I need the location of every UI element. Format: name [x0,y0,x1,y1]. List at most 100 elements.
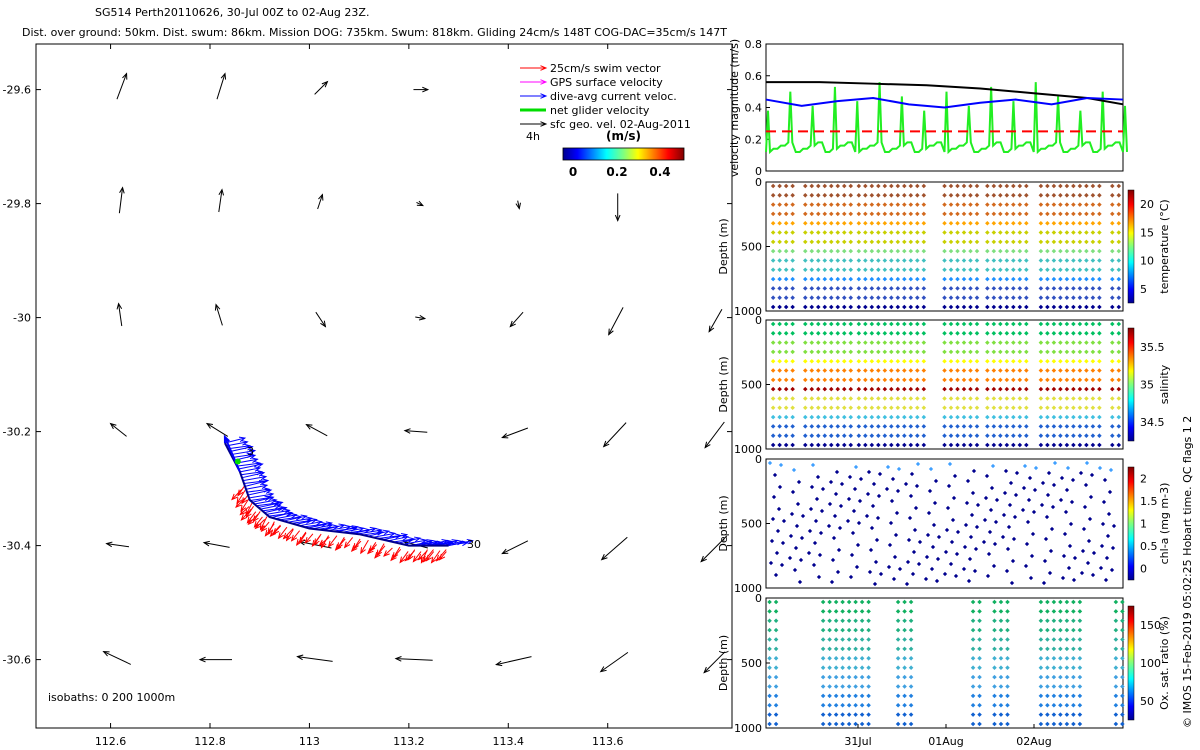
legend-item: sfc geo. vel. 02-Aug-2011 [520,118,691,131]
geo-velocity-arrow [599,651,629,673]
net-velocity-marker [234,458,241,465]
current-vector [226,440,249,447]
swim-vector [259,516,268,531]
geo-velocity-arrow [708,308,723,333]
geo-velocity-arrow [602,422,627,448]
current-vector [403,538,428,545]
swim-vector [236,490,246,505]
velocity-axis-ticks: 0 0.2 0.4 0.6 0.8 [745,38,770,178]
swim-vector [231,489,242,501]
geo-velocity-arrow [608,307,624,336]
legend-item: GPS surface velocity [520,76,663,89]
svg-text:25cm/s swim vector: 25cm/s swim vector [550,62,661,75]
profile-panel: 0 500 1000 Depth (m) 0 0.5 1 1.5 2 chl-a (mg m-3) [717,453,1171,595]
profile-panel-frame [765,597,1124,729]
geo-velocity-arrow [116,72,128,100]
net-velocity-line [765,82,1128,155]
current-vector [322,523,346,531]
geo-velocity-arrow [515,200,521,210]
velocity-y-tick-label: 0.8 [745,38,763,51]
swim-vector [383,547,393,557]
current-vector [238,462,264,470]
geo-velocity-arrow [315,311,327,328]
colorbar-tick-label: 5 [1140,283,1147,296]
swim-vector [399,551,409,564]
geo-velocity-arrow [317,193,324,210]
profile-colorbar [1127,327,1135,442]
depth-tick-label: 1000 [734,443,762,456]
colorbar-tick-label: 0 [1140,563,1147,576]
map-y-tick-label: -30.4 [3,540,31,553]
legend-interval: 4h [526,130,540,143]
svg-text:GPS surface velocity: GPS surface velocity [550,76,663,89]
legend-item: dive-avg current veloc. [520,90,677,103]
swim-vector [327,535,338,548]
profile-panel: 0 500 1000 Depth (m) 34.5 35 35.5 salinity [717,314,1171,456]
colorbar-tick: 0 [569,165,577,179]
geo-velocity-arrow [704,421,725,449]
geo-velocity-arrow [509,311,524,328]
geo-velocity-arrow [501,540,529,555]
current-vector [283,514,308,522]
velocity-y-tick-label: 0.4 [745,102,763,115]
colorbar-tick-label: 35.5 [1140,341,1165,354]
current-vector [230,448,257,456]
time-axis: 31Jul 01Aug 02Aug [844,724,1052,748]
velocity-series-line [766,81,1124,106]
profile-colorbar [1127,466,1135,581]
colorbar-tick-label: 10 [1140,255,1154,268]
geo-velocity-arrow [198,656,232,663]
colorbar-units: (m/s) [606,129,641,143]
current-vector [362,530,385,536]
depth-tick-label: 0 [755,176,762,189]
geo-velocity-arrow [501,427,529,439]
map-y-tick-label: -29.6 [3,84,31,97]
swim-vector [285,529,294,542]
depth-axis-label: Depth (m) [717,495,730,551]
colorbar-tick: 0.2 [606,165,627,179]
swim-vector [269,524,281,538]
swim-vector [235,497,246,509]
colorbar-label: temperature (°C) [1158,199,1171,293]
profile-panel-frame [765,319,1124,450]
swim-vector [350,540,362,552]
colorbar-tick: 0.4 [649,165,670,179]
geo-velocity-arrow [314,80,329,95]
current-vector [252,495,275,503]
time-tick-label: 02Aug [1016,735,1051,748]
geo-velocity-arrow [305,423,328,437]
swim-vector [435,549,447,562]
current-vector [275,513,298,520]
geo-velocity-arrow [614,193,621,222]
swim-vector [343,537,354,549]
current-vector [312,523,334,530]
geo-velocity-arrow [600,536,628,561]
swim-vector [412,551,422,563]
depth-axis-label: Depth (m) [717,218,730,274]
map-x-tick-label: 113.6 [592,735,624,748]
map-y-tick-label: -30 [13,312,31,325]
swim-vector [320,535,330,549]
map-x-tick-label: 113.4 [493,735,525,748]
swim-vector [264,523,275,537]
depth-axis-label: Depth (m) [717,635,730,691]
profile-colorbar [1127,605,1135,721]
current-vector [372,531,397,538]
colorbar-tick-label: 0.5 [1140,540,1158,553]
colorbar-tick-label: 15 [1140,226,1154,239]
current-vector [239,466,262,473]
current-vector [367,529,391,537]
depth-tick-label: 1000 [734,305,762,318]
swim-vector [282,528,294,540]
current-vector [223,434,241,472]
swim-vector [304,533,314,544]
time-tick-label: 31Jul [844,735,871,748]
colorbar-tick-label: 34.5 [1140,416,1165,429]
profile-dots [767,599,1125,727]
current-vector [271,511,293,519]
geo-velocity-arrow [700,535,728,563]
current-vector [327,524,352,532]
